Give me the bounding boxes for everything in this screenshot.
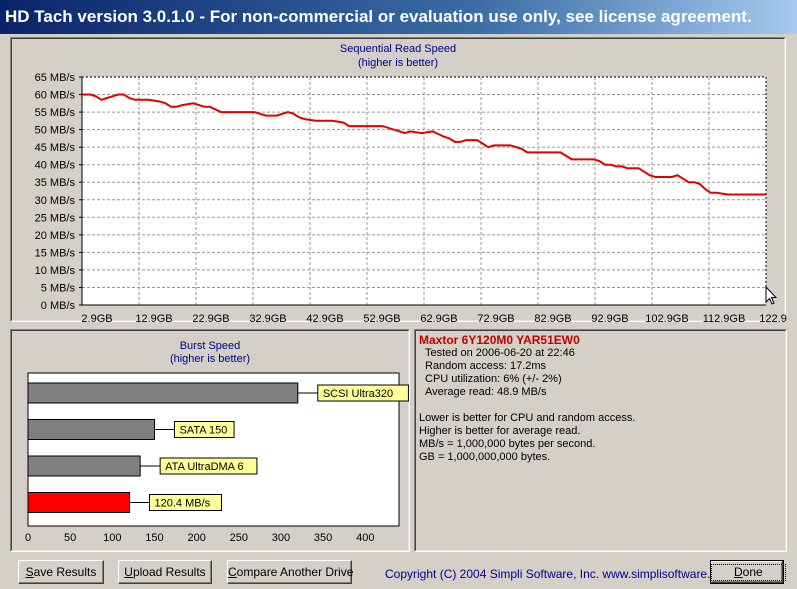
sequential-read-panel: Sequential Read Speed (higher is better)… (10, 37, 787, 323)
x-tick-label: 42.9GB (306, 313, 343, 323)
note-gb-definition: GB = 1,000,000,000 bytes. (419, 451, 551, 463)
x-tick-label: 62.9GB (420, 313, 457, 323)
window-title: HD Tach version 3.0.1.0 - For non-commer… (0, 0, 797, 34)
y-tick-label: 0 MB/s (41, 300, 76, 312)
upload-results-button[interactable]: Upload Results (118, 560, 212, 584)
x-tick-label: 300 (272, 532, 290, 544)
sequential-chart-subtitle: (higher is better) (357, 57, 439, 69)
y-tick-label: 40 MB/s (35, 160, 76, 172)
sequential-read-chart: 65 MB/s 60 MB/s 55 MB/s 50 MB/s 45 MB/s 40 MB… (35, 72, 787, 323)
copyright-text: Copyright (C) 2004 Simpli Software, Inc.… (385, 567, 734, 581)
bar-label: 120.4 MB/s (155, 498, 211, 510)
y-tick-label: 55 MB/s (35, 107, 76, 119)
x-tick-label: 82.9GB (534, 313, 571, 323)
sequential-chart-title: Sequential Read Speed (339, 43, 457, 55)
y-tick-label: 65 MB/s (35, 72, 76, 84)
x-tick-label: 2.9GB (81, 313, 112, 323)
cpu-utilization: CPU utilization: 6% (+/- 2%) (425, 373, 562, 385)
burst-bar (27, 455, 141, 477)
burst-speed-chart: 0 50 100 150 200 250 300 350 400 SCSI Ultra320 SAT… (25, 372, 409, 544)
note-lower-better: Lower is better for CPU and random acces… (419, 412, 636, 424)
x-tick-label: 250 (230, 532, 248, 544)
y-tick-label: 50 MB/s (35, 125, 76, 137)
x-tick-label: 22.9GB (192, 313, 229, 323)
y-tick-label: 30 MB/s (35, 195, 76, 207)
bar-label-box (173, 421, 235, 438)
y-tick-label: 15 MB/s (35, 247, 76, 259)
x-tick-label: 52.9GB (363, 313, 400, 323)
x-tick-label: 122.9GB (759, 313, 787, 323)
x-tick-label: 50 (64, 532, 76, 544)
x-tick-label: 400 (356, 532, 374, 544)
burst-speed-panel: Burst Speed (higher is better) 0 50 100 150… (10, 329, 410, 552)
x-tick-label: 100 (103, 532, 121, 544)
drive-info-panel: Maxtor 6Y120M0 YAR51EW0 Tested on 2006-0… (414, 329, 787, 552)
bar-label-box (149, 494, 223, 511)
x-tick-label: 12.9GB (135, 313, 172, 323)
x-tick-label: 92.9GB (591, 313, 628, 323)
bar-label: SCSI Ultra320 (323, 388, 393, 400)
read-speed-line (82, 93, 766, 196)
x-tick-label: 72.9GB (477, 313, 514, 323)
bar-label-box (159, 457, 258, 475)
y-tick-label: 35 MB/s (35, 177, 76, 189)
average-read: Average read: 48.9 MB/s (425, 386, 547, 398)
compare-another-drive-button[interactable]: Compare Another Drive (227, 560, 353, 584)
plot-area (82, 77, 766, 305)
x-tick-label: 32.9GB (249, 313, 286, 323)
x-tick-label: 0 (25, 532, 31, 544)
y-tick-label: 20 MB/s (35, 230, 76, 242)
bar-label: ATA UltraDMA 6 (165, 461, 243, 473)
y-tick-label: 60 MB/s (35, 90, 76, 102)
save-results-button[interactable]: Save Results (18, 560, 104, 584)
burst-chart-subtitle: (higher is better) (169, 353, 251, 365)
y-tick-label: 10 MB/s (35, 265, 76, 277)
burst-chart-title: Burst Speed (179, 340, 241, 352)
x-tick-label: 350 (314, 532, 332, 544)
burst-bar (27, 492, 131, 513)
bar-label-box (317, 384, 409, 402)
done-button[interactable]: Done (710, 560, 786, 584)
note-mbs-definition: MB/s = 1,000,000 bytes per second. (419, 438, 596, 450)
x-tick-label: 150 (145, 532, 163, 544)
note-higher-better: Higher is better for average read. (419, 425, 581, 437)
y-tick-label: 25 MB/s (35, 212, 76, 224)
x-tick-label: 112.9GB (703, 313, 746, 323)
x-tick-label: 200 (187, 532, 205, 544)
mouse-pointer-icon (765, 286, 777, 305)
burst-bar (27, 419, 155, 440)
tested-date: Tested on 2006-06-20 at 22:46 (425, 347, 575, 359)
x-tick-label: 102.9GB (645, 313, 688, 323)
random-access: Random access: 17.2ms (425, 360, 547, 372)
y-tick-label: 5 MB/s (41, 282, 76, 294)
y-tick-label: 45 MB/s (35, 142, 76, 154)
drive-name: Maxtor 6Y120M0 YAR51EW0 (419, 333, 580, 347)
bar-label: SATA 150 (179, 425, 227, 437)
burst-bar (27, 382, 299, 404)
